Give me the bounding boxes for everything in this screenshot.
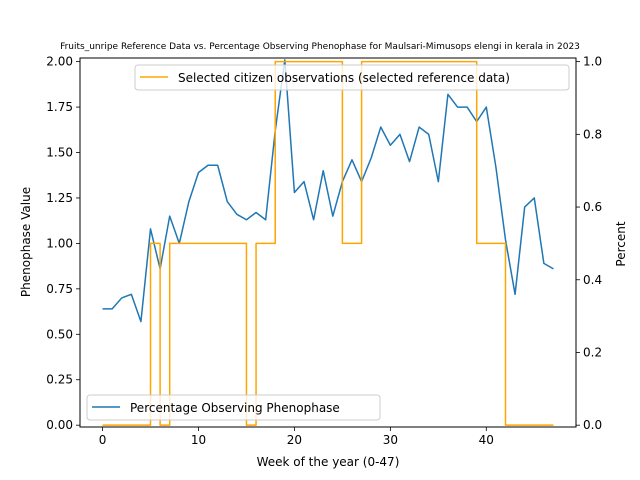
y-left-tick-label: 1.50 [46,146,73,160]
y-left-tick-label: 0.00 [46,418,73,432]
y-axis-left: 0.00 0.25 0.50 0.75 1.00 1.25 1.50 1.75 2.00 [46,55,80,432]
y-right-tick-label: 0.6 [583,200,602,214]
x-tick-label: 10 [191,433,206,447]
y-left-tick-label: 0.75 [46,282,73,296]
x-axis: 0 10 20 30 40 [99,427,494,447]
x-tick-label: 20 [287,433,302,447]
y-axis-right-label: Percent [614,221,628,266]
y-right-tick-label: 0.2 [583,345,602,359]
y-left-tick-label: 2.00 [46,55,73,69]
series-layer [102,59,554,426]
y-left-tick-label: 0.50 [46,327,73,341]
legend-top-right: Selected citizen observations (selected … [134,64,570,91]
y-left-tick-label: 1.75 [46,100,73,114]
x-tick-label: 0 [99,433,107,447]
legend-lower-left: Percentage Observing Phenophase [86,394,381,421]
chart-title: Fruits_unripe Reference Data vs. Percent… [60,42,580,52]
x-tick-label: 30 [383,433,398,447]
y-right-tick-label: 0.4 [583,273,602,287]
x-axis-label: Week of the year (0-47) [257,455,400,469]
series-line-citizen-observations [102,60,554,426]
legend-label: Selected citizen observations (selected … [178,71,510,85]
legend-box [134,64,570,91]
legend-label: Percentage Observing Phenophase [130,401,340,415]
y-right-tick-label: 0.8 [583,127,602,141]
y-axis-right: 0.0 0.2 0.4 0.6 0.8 1.0 [576,55,602,432]
plot-frame [79,57,577,428]
y-right-tick-label: 1.0 [583,55,602,69]
y-left-tick-label: 1.25 [46,191,73,205]
y-left-tick-label: 1.00 [46,236,73,250]
y-right-tick-label: 0.0 [583,418,602,432]
x-tick-label: 40 [479,433,494,447]
series-line-percentage-observing [102,59,554,323]
y-axis-left-label: Phenophase Value [19,187,33,297]
legend-box [86,394,381,421]
y-left-tick-label: 0.25 [46,373,73,387]
